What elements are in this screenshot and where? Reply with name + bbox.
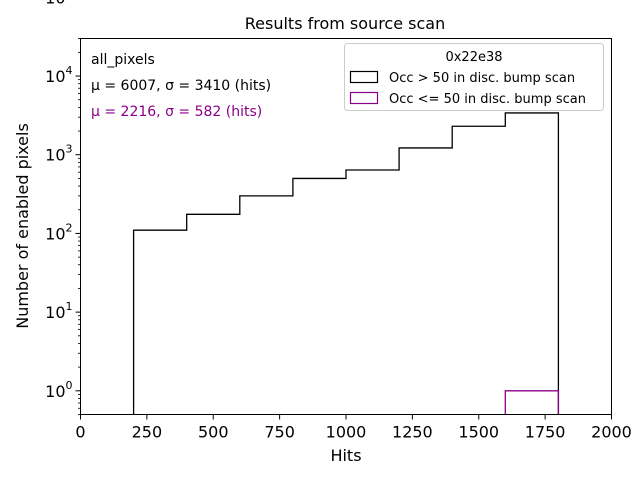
x-tick-label: 1000: [326, 423, 367, 442]
annotation-stats-2: μ = 2216, σ = 582 (hits): [91, 104, 262, 120]
y-tick-label: 100: [45, 379, 72, 401]
x-tick-label: 1750: [525, 423, 566, 442]
x-axis-ticks: 0 250 500 750 1000 1250 1500 1750 2000: [75, 414, 632, 442]
y-tick-label: 105: [45, 0, 72, 7]
histogram-series-1: [504, 390, 560, 415]
plot-content: [132, 112, 560, 415]
legend-label-occ-gt-50: Occ > 50 in disc. bump scan: [389, 71, 575, 86]
x-tick-label: 1500: [458, 423, 499, 442]
legend-box: [344, 43, 604, 111]
x-tick-label: 2000: [591, 423, 632, 442]
y-tick-label: 103: [45, 143, 72, 165]
annotation-label: all_pixels: [91, 52, 155, 68]
y-axis-ticks: 100 101 102 103 104 105: [45, 0, 81, 415]
x-tick-label: 0: [75, 423, 85, 442]
y-tick-label: 102: [45, 221, 72, 243]
y-tick-label: 104: [45, 64, 72, 86]
y-axis-label: Number of enabled pixels: [13, 123, 32, 329]
legend-title: 0x22e38: [445, 50, 502, 65]
x-tick-label: 750: [264, 423, 295, 442]
annotation-stats-1: μ = 6007, σ = 3410 (hits): [91, 78, 271, 94]
y-tick-label: 101: [45, 300, 72, 322]
x-axis-label: Hits: [330, 446, 361, 465]
chart-title: Results from source scan: [245, 14, 445, 33]
x-tick-label: 1250: [392, 423, 433, 442]
x-tick-label: 500: [198, 423, 229, 442]
legend: 0x22e38 Occ > 50 in disc. bump scan Occ …: [344, 43, 604, 111]
plot-frame: [80, 38, 612, 415]
x-tick-label: 250: [132, 423, 163, 442]
legend-swatch-occ-gt-50: [349, 70, 379, 84]
histogram-series-0: [132, 112, 560, 415]
legend-label-occ-le-50: Occ <= 50 in disc. bump scan: [389, 92, 586, 107]
legend-swatch-occ-le-50: [349, 91, 379, 105]
